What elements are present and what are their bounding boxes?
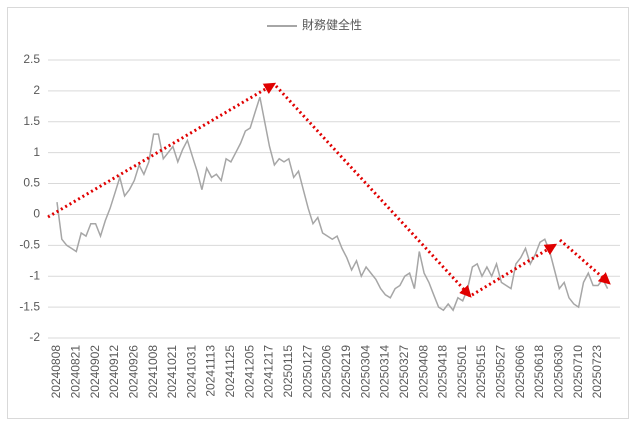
x-tick-label: 20250408 [416,345,430,399]
x-tick-label: 20250630 [551,345,565,399]
y-tick-label: 0.5 [23,176,40,190]
x-tick-label: 20241205 [242,345,256,399]
x-tick-label: 20241125 [223,345,237,398]
y-tick-label: -1 [29,268,40,282]
x-tick-label: 20240912 [107,345,121,399]
y-tick-label: -2 [29,330,40,344]
x-tick-label: 20250723 [590,345,604,399]
trend-arrow [559,238,611,285]
x-tick-label: 20250710 [571,345,585,399]
x-tick-label: 20250219 [339,345,353,399]
y-tick-label: 0 [33,207,40,221]
plot-area: -2 -1.5 -1 -0.5 0 0.5 1 1.5 2 2.5 20240808 20240821… [19,17,620,398]
x-tick-label: 20250515 [474,345,488,399]
annotations [47,82,611,298]
x-tick-label: 20241008 [146,345,160,399]
y-tick-label: 2.5 [23,52,40,66]
x-tick-label: 20250527 [494,345,508,399]
y-tick-label: 2 [33,83,40,97]
x-tick-label: 20250314 [378,345,392,399]
x-tick-label: 20241031 [184,345,198,399]
x-tick-label: 20250127 [300,345,314,399]
x-tick-label: 20240902 [88,345,102,399]
x-tick-label: 20250418 [436,345,450,399]
x-tick-label: 20240821 [68,345,82,399]
x-tick-label: 20250304 [358,345,372,399]
trend-arrow [471,243,558,297]
x-tick-label: 20250606 [513,345,527,399]
x-tick-label: 20250618 [532,345,546,399]
x-tick-label: 20250206 [320,345,334,399]
legend-label: 財務健全性 [302,17,362,32]
x-tick-label: 20241113 [204,345,218,397]
x-tick-label: 20241021 [165,345,179,399]
x-tick-label: 20250501 [455,345,469,399]
y-tick-label: -1.5 [19,299,40,313]
x-tick-label: 20240808 [49,345,63,399]
x-tick-label: 20250115 [281,345,295,398]
x-tick-label: 20241217 [262,345,276,399]
x-tick-label: 20240926 [126,345,140,399]
y-tick-label: 1.5 [23,114,40,128]
x-tick-label: 20250327 [397,345,411,399]
series-line [56,96,609,312]
chart-border [7,7,629,419]
trend-arrow [47,82,277,219]
y-tick-label: 1 [33,145,40,159]
y-tick-label: -0.5 [19,238,40,252]
